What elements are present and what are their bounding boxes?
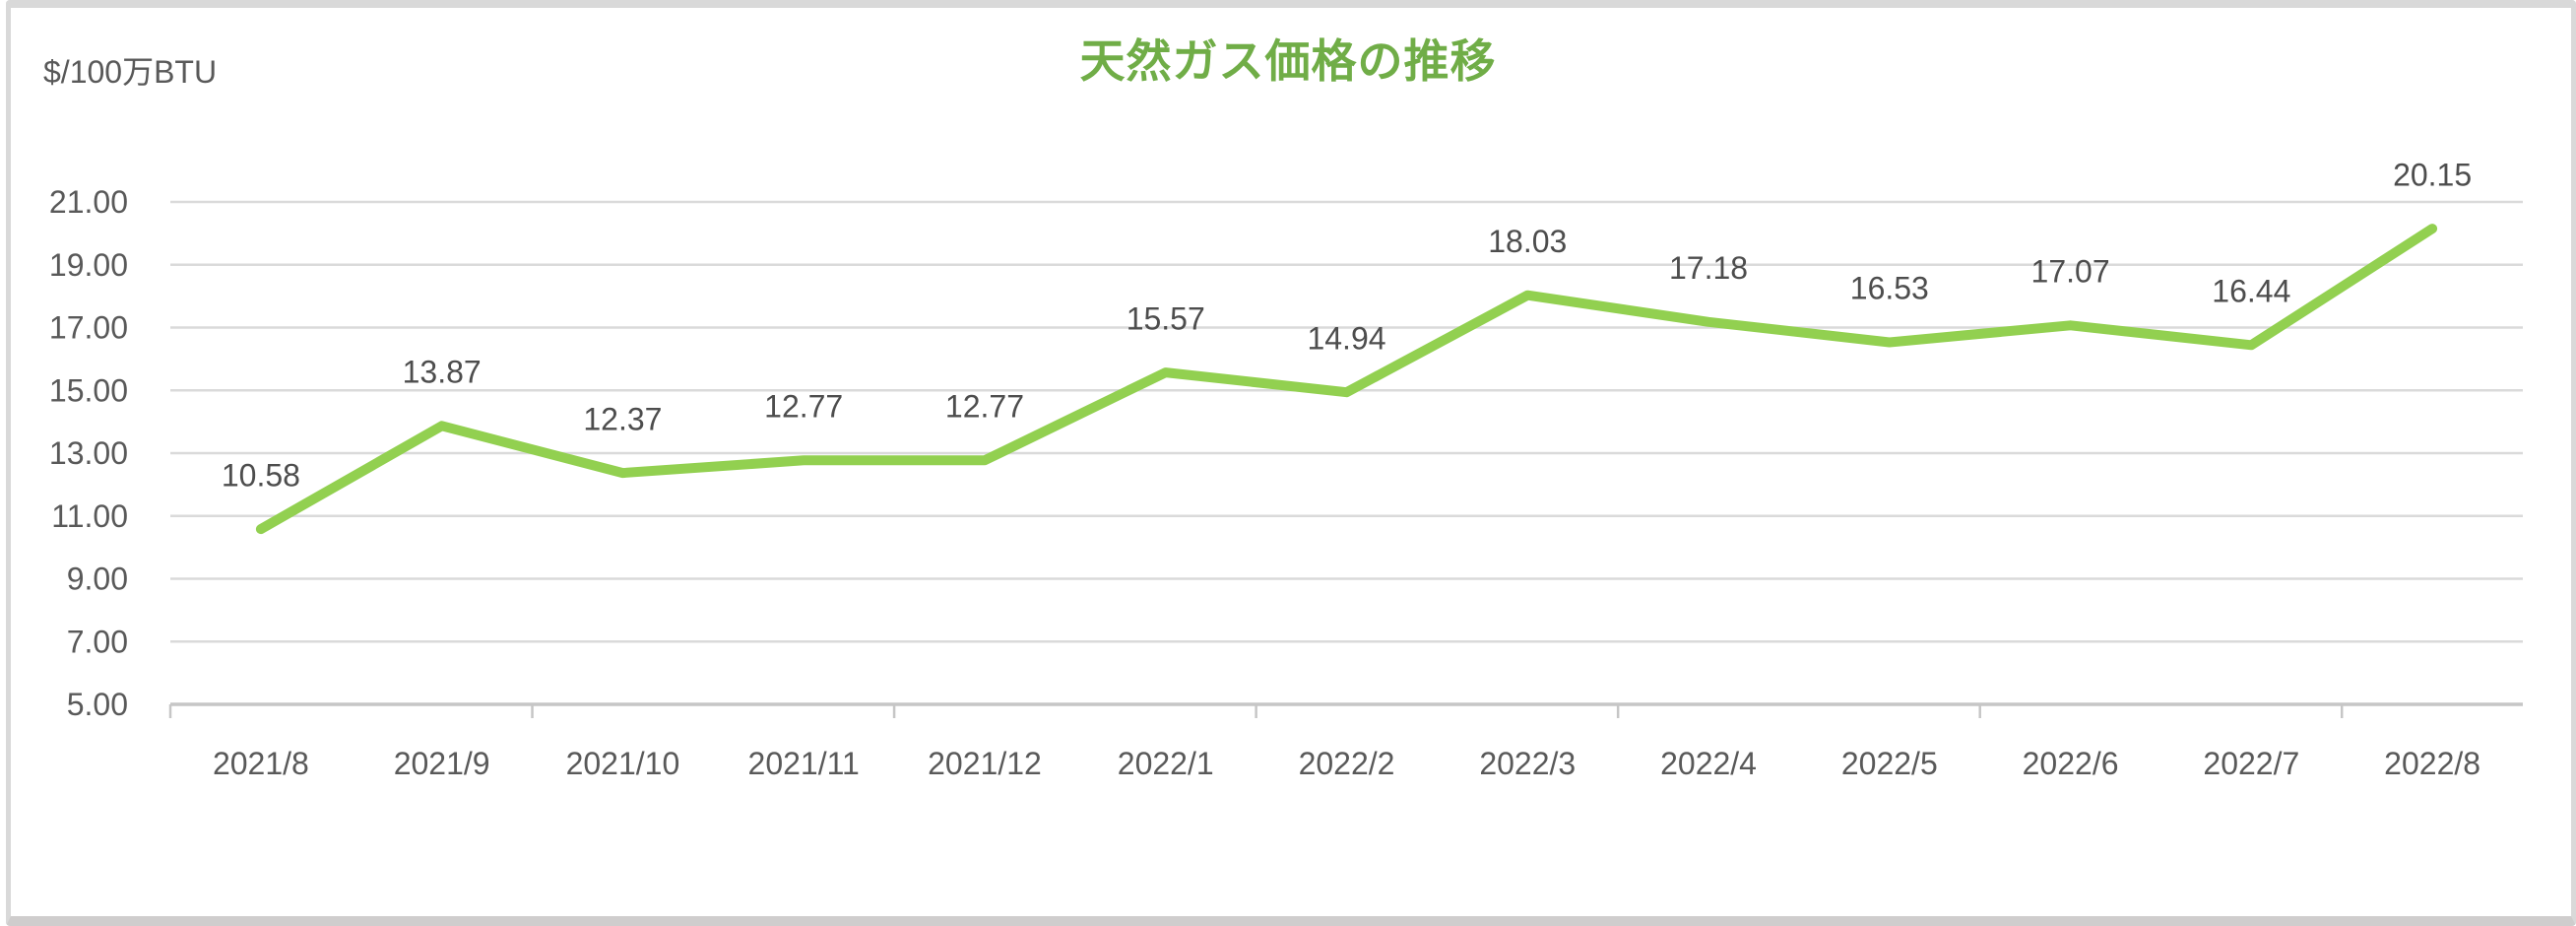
y-axis-label: 11.00 — [51, 498, 128, 534]
y-axis-label: 7.00 — [67, 624, 128, 659]
x-axis-label: 2022/8 — [2384, 746, 2480, 781]
chart-frame — [6, 0, 2576, 926]
y-axis-label: 13.00 — [49, 435, 128, 471]
x-axis-label: 2021/12 — [928, 746, 1042, 781]
y-axis-label: 17.00 — [49, 310, 128, 346]
x-axis-label: 2021/11 — [748, 746, 860, 781]
data-label: 20.15 — [2393, 157, 2472, 192]
x-axis-label: 2022/1 — [1118, 746, 1214, 781]
y-axis-label: 21.00 — [49, 184, 128, 220]
data-label: 17.07 — [2031, 253, 2110, 289]
data-label: 13.87 — [403, 354, 482, 389]
price-line — [255, 224, 2438, 535]
x-axis-label: 2022/7 — [2203, 746, 2299, 781]
data-label: 12.37 — [583, 401, 662, 436]
x-axis-label: 2021/10 — [566, 746, 680, 781]
x-axis-label: 2022/4 — [1660, 746, 1757, 781]
y-axis-label: 15.00 — [49, 372, 128, 408]
chart-title: 天然ガス価格の推移 — [1079, 35, 1497, 87]
x-axis-label: 2022/6 — [2023, 746, 2119, 781]
data-label: 16.53 — [1850, 271, 1929, 306]
y-axis-unit-label: $/100万BTU — [43, 54, 218, 90]
y-axis-label: 19.00 — [49, 247, 128, 283]
x-axis-label: 2022/3 — [1479, 746, 1576, 781]
data-label: 16.44 — [2212, 274, 2290, 309]
data-label: 12.77 — [945, 389, 1024, 425]
data-label: 15.57 — [1127, 300, 1205, 336]
x-axis-label: 2022/2 — [1299, 746, 1395, 781]
data-label: 14.94 — [1307, 320, 1385, 356]
y-axis-label: 9.00 — [67, 562, 128, 597]
y-axis-label: 5.00 — [67, 687, 128, 722]
data-label: 10.58 — [222, 457, 300, 493]
data-label: 18.03 — [1488, 224, 1567, 259]
x-axis-label: 2021/8 — [213, 746, 309, 781]
x-axis-label: 2021/9 — [394, 746, 490, 781]
data-label: 12.77 — [764, 389, 843, 425]
data-label: 17.18 — [1669, 250, 1748, 286]
x-axis-label: 2022/5 — [1841, 746, 1938, 781]
